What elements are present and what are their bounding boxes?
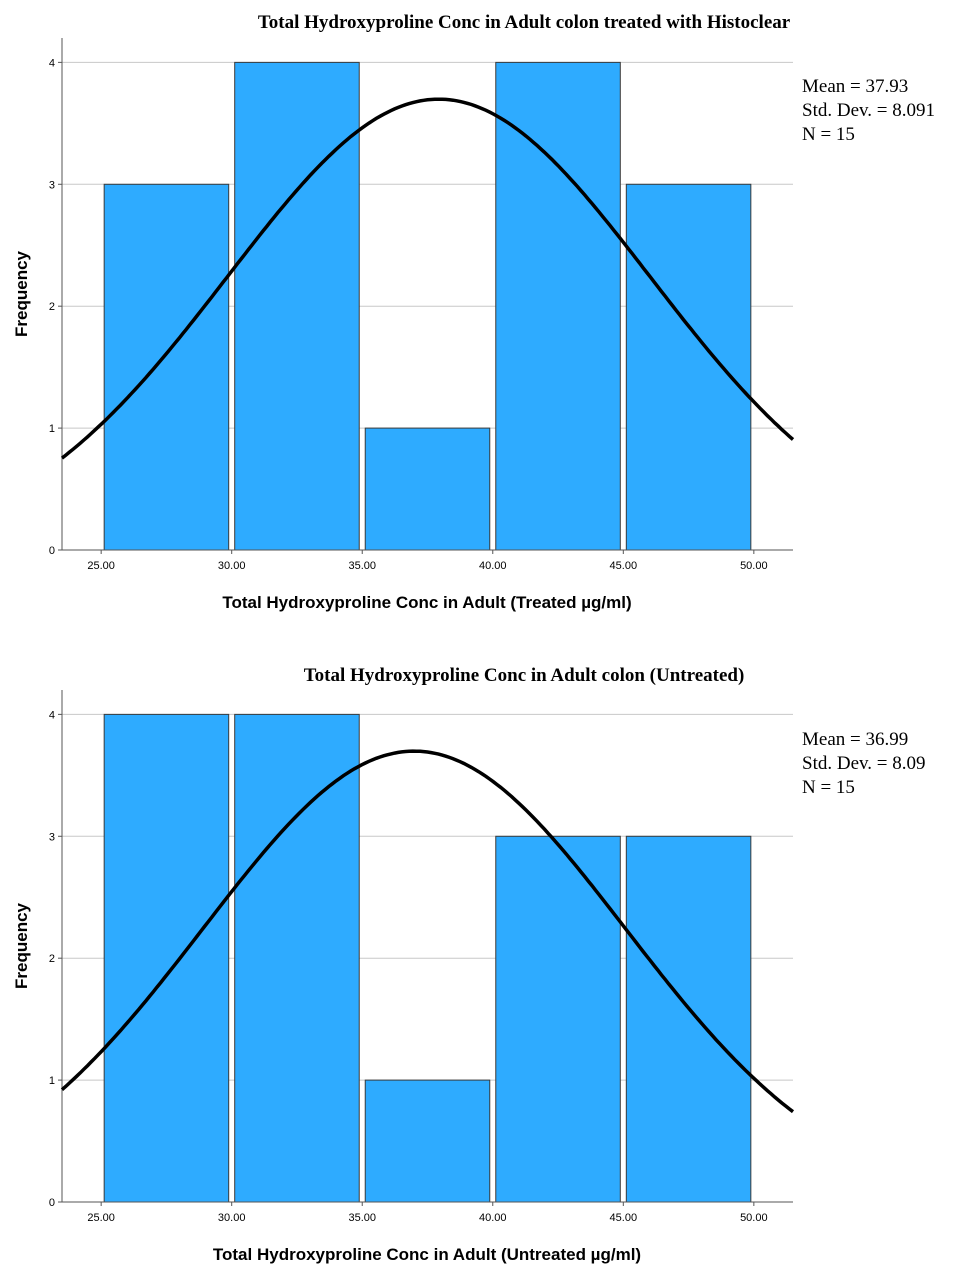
histogram-bar	[103, 183, 230, 551]
histogram-bar	[495, 61, 621, 551]
y-tick-label: 3	[49, 179, 55, 191]
y-axis-label: Frequency	[12, 902, 31, 989]
histogram-bar	[364, 1079, 491, 1203]
x-tick-label: 30.00	[218, 1212, 246, 1224]
x-tick-label: 50.00	[740, 560, 768, 572]
y-tick-label: 0	[49, 545, 55, 557]
histogram-treated: Total Hydroxyproline Conc in Adult colon…	[12, 12, 935, 612]
normal-curve	[60, 749, 795, 1114]
y-tick-label: 1	[49, 423, 55, 435]
y-tick-label: 0	[49, 1197, 55, 1209]
y-tick-label: 4	[49, 709, 55, 721]
stats-std-dev: Std. Dev. = 8.09	[802, 753, 925, 774]
histogram-bar	[625, 183, 752, 551]
y-axis-label: Frequency	[12, 250, 31, 337]
chart-title: Total Hydroxyproline Conc in Adult colon…	[304, 665, 745, 686]
stats-n: N = 15	[802, 777, 855, 798]
x-tick-label: 50.00	[740, 1212, 768, 1224]
y-tick-label: 2	[49, 301, 55, 313]
x-tick-label: 35.00	[348, 1212, 376, 1224]
x-tick-label: 45.00	[610, 560, 638, 572]
stats-n: N = 15	[802, 124, 855, 145]
x-tick-label: 40.00	[479, 1212, 507, 1224]
x-tick-label: 25.00	[87, 560, 115, 572]
stats-mean: Mean = 37.93	[802, 76, 908, 97]
y-tick-label: 1	[49, 1075, 55, 1087]
x-axis-label: Total Hydroxyproline Conc in Adult (Trea…	[222, 593, 631, 612]
stats-std-dev: Std. Dev. = 8.091	[802, 100, 935, 121]
x-tick-label: 40.00	[479, 560, 507, 572]
plot-area: 0 1 2 3 4 25.00 30.00 35.00 40.00 45.00 50.00	[49, 38, 795, 572]
stats-mean: Mean = 36.99	[802, 729, 908, 750]
x-axis-label: Total Hydroxyproline Conc in Adult (Untr…	[213, 1245, 641, 1264]
histogram-bar	[364, 427, 491, 551]
x-tick-label: 30.00	[218, 560, 246, 572]
normal-curve	[60, 97, 795, 460]
chart-title: Total Hydroxyproline Conc in Adult colon…	[258, 12, 791, 33]
histogram-bar	[103, 713, 230, 1203]
x-tick-label: 45.00	[610, 1212, 638, 1224]
histogram-bar	[625, 835, 752, 1203]
x-tick-label: 35.00	[348, 560, 376, 572]
y-tick-label: 2	[49, 953, 55, 965]
y-tick-label: 3	[49, 831, 55, 843]
x-tick-label: 25.00	[87, 1212, 115, 1224]
plot-area: 0 1 2 3 4 25.00 30.00 35.00 40.00 45.00 50.00	[49, 690, 795, 1224]
histogram-bar	[234, 713, 360, 1203]
histogram-bar	[495, 835, 621, 1203]
histogram-untreated: Total Hydroxyproline Conc in Adult colon…	[12, 665, 925, 1264]
y-tick-label: 4	[49, 57, 55, 69]
histogram-bar	[234, 61, 360, 551]
